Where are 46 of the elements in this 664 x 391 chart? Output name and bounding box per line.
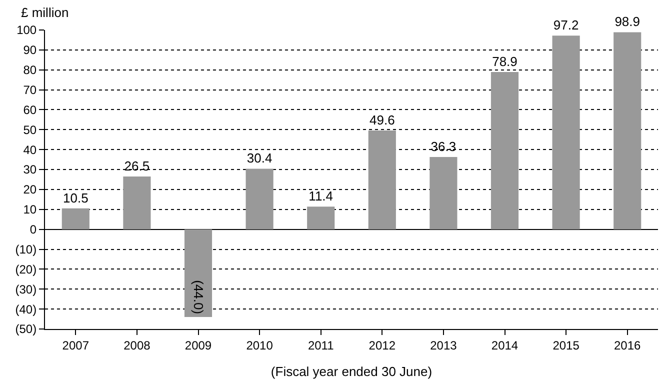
y-tick-label: (20) bbox=[15, 262, 37, 276]
bar bbox=[614, 32, 642, 230]
data-label: 30.4 bbox=[246, 150, 272, 166]
data-label: 78.9 bbox=[492, 54, 518, 70]
data-label: 49.6 bbox=[369, 112, 395, 128]
y-tick-label: 70 bbox=[23, 83, 37, 97]
y-tick-label: 80 bbox=[23, 63, 37, 78]
data-label: 11.4 bbox=[308, 188, 334, 204]
bar bbox=[62, 208, 90, 230]
data-label: 98.9 bbox=[614, 14, 640, 30]
bar bbox=[184, 229, 212, 318]
y-tick-label: (40) bbox=[15, 302, 37, 316]
x-tick-label: 2012 bbox=[368, 338, 396, 352]
x-tick-label: 2011 bbox=[308, 338, 334, 352]
x-tick-label: 2007 bbox=[62, 338, 90, 352]
bar bbox=[307, 206, 335, 230]
x-axis-title: (Fiscal year ended 30 June) bbox=[270, 364, 432, 379]
y-tick-label: 40 bbox=[23, 142, 37, 157]
bar bbox=[552, 36, 580, 230]
y-tick-label: 30 bbox=[23, 162, 37, 177]
y-tick-label: 60 bbox=[23, 102, 37, 117]
bar bbox=[246, 168, 274, 230]
y-tick-label: 10 bbox=[23, 202, 37, 217]
bar bbox=[368, 130, 396, 230]
y-axis-title: £ million bbox=[21, 5, 69, 20]
bar bbox=[490, 72, 519, 230]
y-tick-label: 50 bbox=[23, 122, 37, 137]
y-tick-label: 100 bbox=[16, 23, 37, 38]
x-tick-label: 2014 bbox=[491, 338, 518, 352]
y-tick-label: 20 bbox=[23, 182, 37, 197]
y-tick-label: 90 bbox=[23, 43, 37, 58]
x-tick-label: 2013 bbox=[430, 338, 458, 352]
x-tick-label: 2009 bbox=[184, 338, 212, 352]
x-tick-label: 2015 bbox=[552, 338, 580, 352]
y-tick-label: (50) bbox=[15, 322, 37, 336]
bar bbox=[430, 156, 458, 230]
x-tick-label: 2010 bbox=[246, 338, 274, 352]
data-label: 10.5 bbox=[62, 190, 88, 206]
data-label: 97.2 bbox=[553, 18, 579, 33]
x-tick-label: 2008 bbox=[124, 338, 151, 352]
y-tick-label: (10) bbox=[15, 242, 37, 256]
y-tick-label: 0 bbox=[30, 222, 37, 237]
y-tick-label: (30) bbox=[15, 282, 37, 296]
data-label: (44.0) bbox=[190, 280, 206, 314]
bar bbox=[123, 176, 151, 230]
x-tick-label: 2016 bbox=[614, 338, 642, 352]
